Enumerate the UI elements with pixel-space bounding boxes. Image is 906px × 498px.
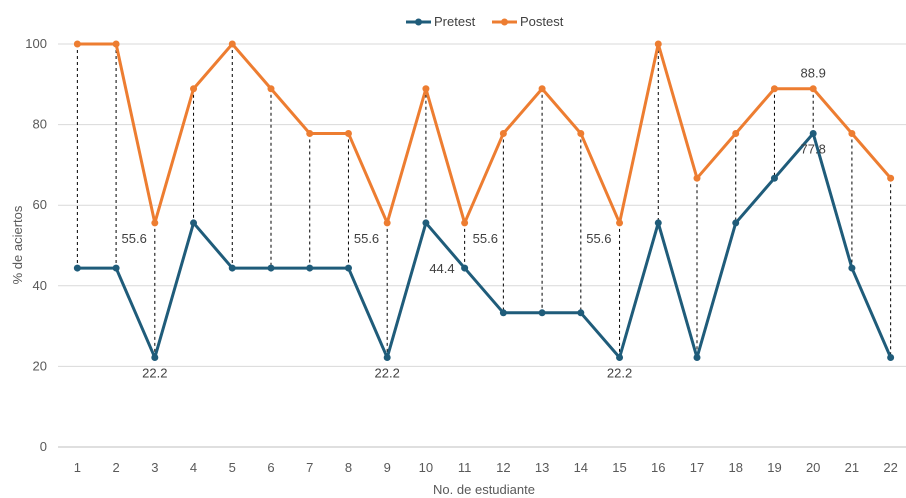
point-postest-15 xyxy=(616,219,624,227)
series-line-postest xyxy=(77,42,892,225)
point-postest-5 xyxy=(228,40,236,48)
point-pretest-10 xyxy=(422,219,430,227)
point-postest-12 xyxy=(499,129,507,137)
x-tick-12: 12 xyxy=(496,460,510,475)
series-lines xyxy=(77,42,893,360)
x-tick-22: 22 xyxy=(883,460,897,475)
point-postest-10 xyxy=(422,85,430,93)
point-pretest-8 xyxy=(344,264,352,272)
x-tick-21: 21 xyxy=(845,460,859,475)
point-pretest-4 xyxy=(190,219,198,227)
legend-label-pretest: Pretest xyxy=(434,14,476,29)
data-label-postest-3: 55.6 xyxy=(122,231,147,246)
point-postest-7 xyxy=(306,129,314,137)
data-label-pretest-11: 44.4 xyxy=(429,261,454,276)
point-postest-11 xyxy=(461,219,469,227)
x-tick-6: 6 xyxy=(267,460,274,475)
point-pretest-18 xyxy=(732,219,740,227)
y-axis-ticks: 0 20 40 60 80 100 xyxy=(25,36,47,454)
data-label-pretest-15: 22.2 xyxy=(607,366,632,381)
point-postest-21 xyxy=(848,129,856,137)
data-label-pretest-9: 22.2 xyxy=(375,366,400,381)
point-postest-16 xyxy=(654,40,662,48)
data-label-postest-9: 55.6 xyxy=(354,231,379,246)
x-tick-4: 4 xyxy=(190,460,197,475)
point-pretest-5 xyxy=(228,264,236,272)
point-postest-8 xyxy=(344,129,352,137)
y-tick-0: 0 xyxy=(40,439,47,454)
point-pretest-15 xyxy=(616,354,624,362)
point-postest-18 xyxy=(732,129,740,137)
x-tick-19: 19 xyxy=(767,460,781,475)
point-postest-4 xyxy=(190,85,198,93)
point-pretest-6 xyxy=(267,264,275,272)
point-postest-3 xyxy=(151,219,159,227)
point-pretest-19 xyxy=(770,174,778,182)
point-pretest-11 xyxy=(461,264,469,272)
x-tick-8: 8 xyxy=(345,460,352,475)
point-postest-2 xyxy=(112,40,120,48)
x-tick-11: 11 xyxy=(458,460,472,475)
point-pretest-3 xyxy=(151,354,159,362)
x-tick-9: 9 xyxy=(384,460,391,475)
x-tick-14: 14 xyxy=(574,460,588,475)
point-postest-17 xyxy=(693,174,701,182)
gridlines xyxy=(58,43,906,448)
x-axis-ticks: 1 2 3 4 5 6 7 8 9 10 11 12 13 14 15 16 17 18 19 20 21 22 xyxy=(74,460,898,475)
point-pretest-16 xyxy=(654,219,662,227)
x-tick-3: 3 xyxy=(151,460,158,475)
point-postest-19 xyxy=(770,85,778,93)
point-pretest-13 xyxy=(538,309,546,317)
point-postest-22 xyxy=(887,174,895,182)
series-markers xyxy=(73,40,895,362)
point-pretest-9 xyxy=(383,354,391,362)
y-tick-20: 20 xyxy=(33,358,47,373)
x-tick-7: 7 xyxy=(306,460,313,475)
x-tick-15: 15 xyxy=(612,460,626,475)
point-postest-1 xyxy=(73,40,81,48)
x-tick-13: 13 xyxy=(535,460,549,475)
point-pretest-20 xyxy=(809,129,817,137)
data-label-pretest-3: 22.2 xyxy=(142,366,167,381)
point-pretest-12 xyxy=(499,309,507,317)
data-label-postest-15: 55.6 xyxy=(586,231,611,246)
point-pretest-2 xyxy=(112,264,120,272)
legend: Pretest Postest xyxy=(406,14,564,29)
x-tick-1: 1 xyxy=(74,460,81,475)
x-tick-17: 17 xyxy=(690,460,704,475)
x-tick-18: 18 xyxy=(728,460,742,475)
point-postest-6 xyxy=(267,85,275,93)
point-pretest-14 xyxy=(577,309,585,317)
point-postest-20 xyxy=(809,85,817,93)
y-tick-40: 40 xyxy=(33,278,47,293)
data-label-postest-20: 88.9 xyxy=(801,66,826,81)
data-label-pretest-20: 77.8 xyxy=(801,141,826,156)
point-pretest-22 xyxy=(887,354,895,362)
y-tick-60: 60 xyxy=(33,197,47,212)
legend-marker-postest xyxy=(501,18,508,26)
point-postest-13 xyxy=(538,85,546,93)
series-line-pretest xyxy=(77,131,893,360)
point-pretest-17 xyxy=(693,354,701,362)
point-pretest-1 xyxy=(73,264,81,272)
y-axis-title: % de aciertos xyxy=(10,205,25,284)
x-tick-10: 10 xyxy=(419,460,433,475)
point-pretest-21 xyxy=(848,264,856,272)
point-pretest-7 xyxy=(306,264,314,272)
x-axis-title: No. de estudiante xyxy=(433,482,535,497)
legend-label-postest: Postest xyxy=(520,14,564,29)
y-tick-100: 100 xyxy=(25,36,47,51)
x-tick-5: 5 xyxy=(229,460,236,475)
legend-marker-pretest xyxy=(415,18,422,26)
point-postest-14 xyxy=(577,129,585,137)
x-tick-16: 16 xyxy=(651,460,665,475)
point-postest-9 xyxy=(383,219,391,227)
data-labels: 22.2 22.2 22.2 44.4 77.8 55.6 55.6 55.6 55.6 88.9 xyxy=(122,66,826,381)
x-tick-2: 2 xyxy=(112,460,119,475)
data-label-postest-11: 55.6 xyxy=(473,231,498,246)
drop-lines xyxy=(76,44,892,358)
y-tick-80: 80 xyxy=(33,117,47,132)
x-tick-20: 20 xyxy=(806,460,820,475)
